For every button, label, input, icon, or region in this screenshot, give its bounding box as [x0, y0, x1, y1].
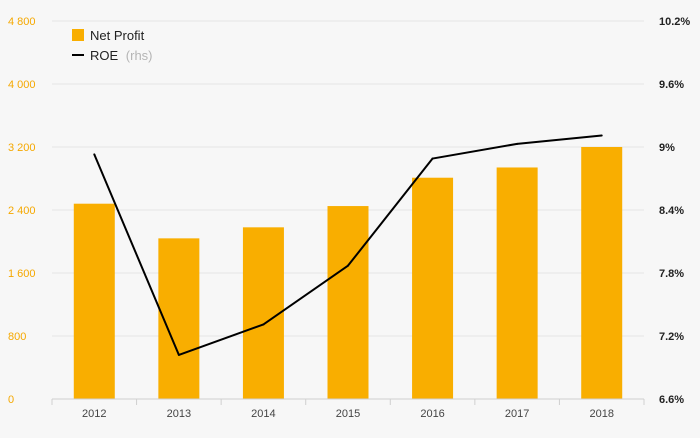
bar-net-profit-2014 — [242, 227, 284, 399]
point-roe-2012 — [93, 153, 96, 156]
y-right-tick-label: 7.8% — [659, 268, 684, 280]
y-left-tick-label: 3 200 — [8, 142, 36, 154]
y-left-tick-label: 4 000 — [8, 79, 36, 91]
bar-series — [73, 147, 623, 399]
line-series — [93, 134, 603, 356]
x-tick-label: 2017 — [505, 408, 529, 420]
y-right-tick-label: 9% — [659, 142, 675, 154]
y-left-tick-label: 4 800 — [8, 16, 36, 28]
x-tick-label: 2016 — [420, 408, 444, 420]
point-roe-2016 — [431, 157, 434, 160]
bar-net-profit-2012 — [73, 203, 115, 399]
y-right-tick-label: 6.6% — [659, 394, 684, 406]
x-tick-label: 2015 — [336, 408, 360, 420]
legend-swatch-net-profit — [72, 29, 84, 41]
point-roe-2018 — [600, 134, 603, 137]
x-tick-label: 2018 — [589, 408, 613, 420]
bar-net-profit-2015 — [327, 206, 369, 399]
y-right-tick-label: 8.4% — [659, 205, 684, 217]
point-roe-2017 — [516, 142, 519, 145]
y-left-tick-label: 0 — [8, 394, 14, 406]
point-roe-2015 — [347, 264, 349, 267]
legend-roe-name: ROE — [90, 48, 119, 63]
point-roe-2013 — [177, 353, 180, 356]
bar-net-profit-2016 — [412, 177, 454, 399]
bar-net-profit-2017 — [496, 167, 538, 399]
legend-label-roe: ROE (rhs) — [90, 48, 153, 63]
legend-label-net-profit: Net Profit — [90, 28, 145, 43]
x-tick-label: 2014 — [251, 408, 275, 420]
bar-net-profit-2013 — [158, 238, 200, 399]
x-tick-label: 2012 — [82, 408, 106, 420]
y-right-tick-label: 9.6% — [659, 79, 684, 91]
legend-roe-suffix: (rhs) — [126, 48, 153, 63]
axes: 0 800 1 600 2 400 3 200 4 000 4 800 6.6% 7.2% 7.8… — [8, 16, 690, 420]
y-right-tick-label: 7.2% — [659, 331, 684, 343]
point-roe-2014 — [262, 323, 265, 326]
bar-net-profit-2018 — [581, 147, 623, 399]
y-left-tick-label: 2 400 — [8, 205, 36, 217]
x-tick-label: 2013 — [167, 408, 191, 420]
y-left-tick-label: 800 — [8, 331, 26, 343]
legend: Net Profit ROE (rhs) — [72, 28, 153, 63]
y-left-tick-label: 1 600 — [8, 268, 36, 280]
y-right-tick-label: 10.2% — [659, 16, 690, 28]
